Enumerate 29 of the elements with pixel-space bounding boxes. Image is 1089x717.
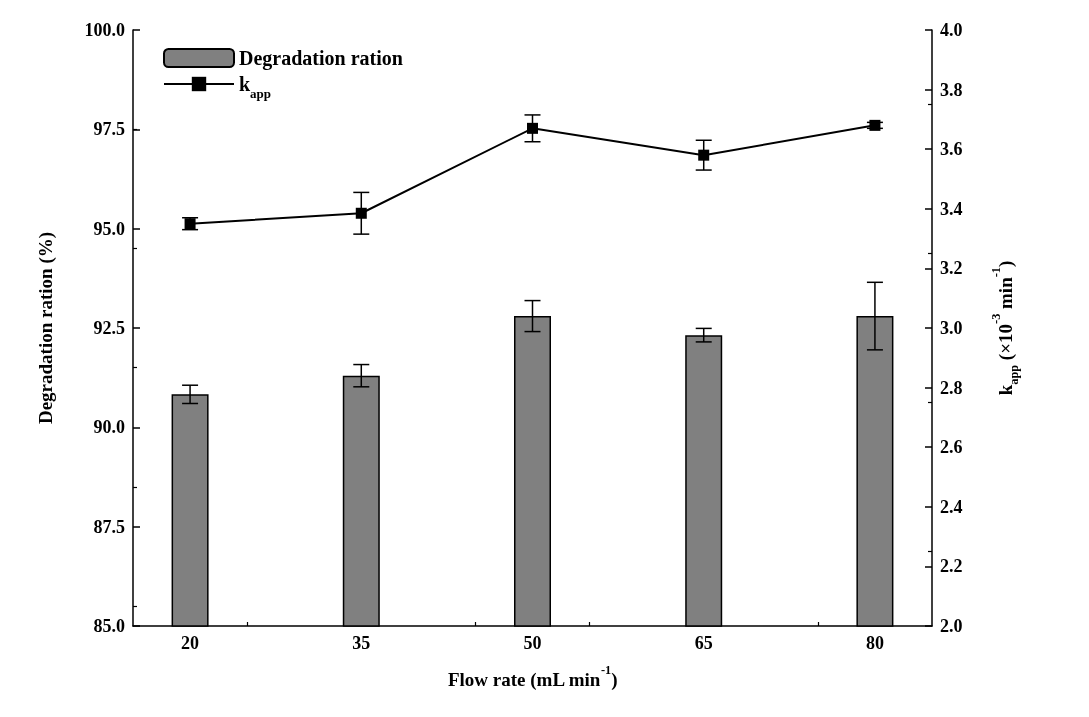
x-tick-label: 50 (523, 633, 542, 653)
point (355, 207, 367, 219)
y-tick-label: 92.5 (93, 318, 125, 338)
x-tick-label: 80 (865, 633, 884, 653)
y-tick-label: 95.0 (93, 218, 125, 239)
point (698, 149, 710, 161)
y2-tick-label: 2.8 (940, 377, 963, 398)
y2-tick-label: 3.4 (940, 198, 963, 219)
y-axis-title: Degradation ration (%) (35, 231, 58, 425)
y-tick-label: 85.0 (93, 616, 125, 636)
y2-tick-label: 3.0 (940, 318, 963, 338)
legend-label: Degradation ration (239, 47, 403, 70)
point (527, 122, 538, 134)
y2-tick-label: 2.4 (940, 496, 963, 517)
y2-tick-label: 2.6 (940, 437, 963, 458)
y-tick-label: 97.5 (93, 119, 125, 140)
y2-tick-label: 4.0 (940, 20, 963, 40)
x-tick-label: 20 (181, 633, 200, 653)
x-tick-label: 35 (352, 633, 371, 653)
y2-axis-title: kapp (×10-3 min-1) (989, 260, 1022, 396)
y2-tick-label: 2.0 (940, 616, 963, 636)
y2-tick-label: 3.6 (940, 139, 963, 160)
y2-tick-label: 3.2 (940, 258, 963, 279)
y-tick-label: 87.5 (93, 516, 125, 537)
y-tick-label: 90.0 (93, 417, 125, 438)
x-tick-label: 65 (694, 633, 713, 653)
y2-tick-label: 3.8 (940, 79, 963, 100)
y2-tick-label: 2.2 (940, 556, 963, 577)
y-tick-label: 100.0 (84, 20, 125, 40)
